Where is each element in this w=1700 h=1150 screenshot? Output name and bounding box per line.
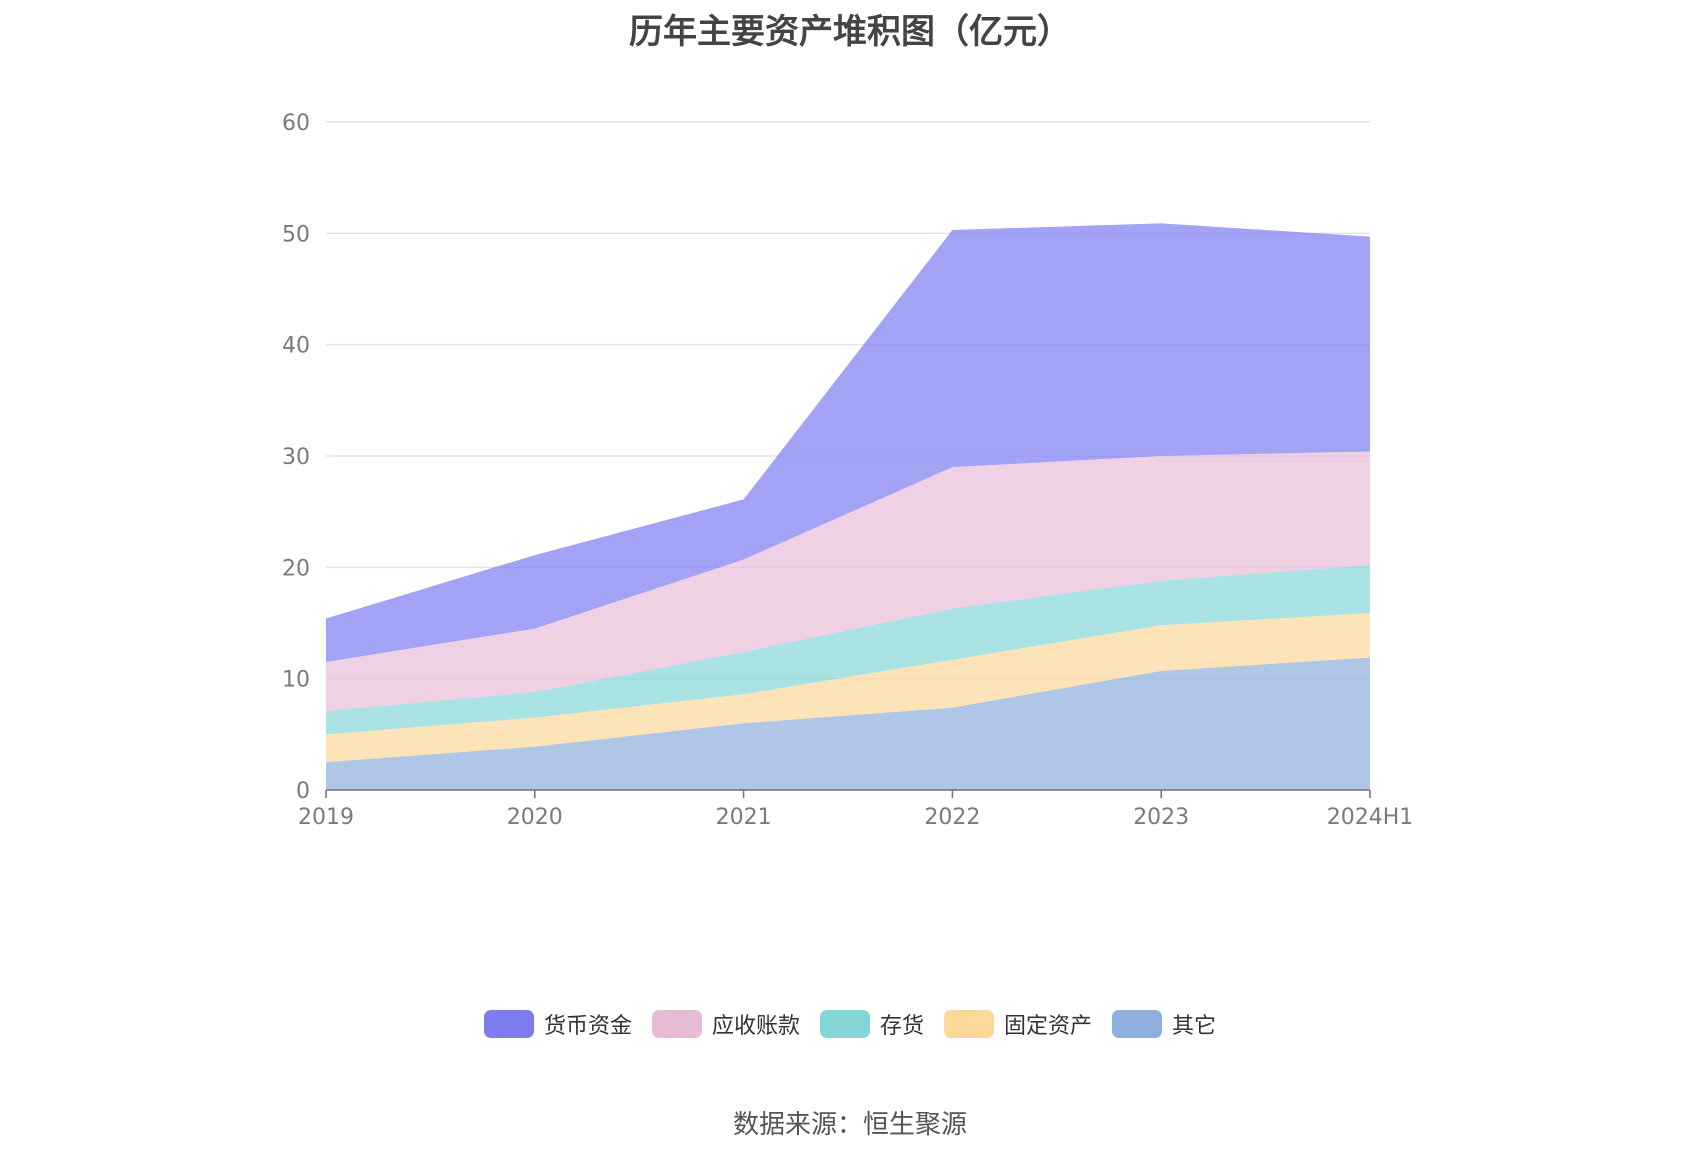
legend-label: 固定资产 bbox=[1004, 1014, 1093, 1039]
stacked-area-chart: 0 10 20 30 40 50 60 2019 2020 2021 2022 2023 2024H1 bbox=[282, 111, 1413, 830]
legend-item-2[interactable]: 存货 bbox=[819, 1008, 924, 1040]
legend-item-0[interactable]: 货币资金 bbox=[483, 1008, 632, 1040]
legend-item-1[interactable]: 应收账款 bbox=[651, 1008, 800, 1040]
area-series-3 bbox=[326, 451, 1370, 711]
legend-swatch bbox=[483, 1010, 534, 1038]
y-tick-label-60: 60 bbox=[282, 111, 310, 136]
x-tick-label-4: 2023 bbox=[1133, 805, 1189, 830]
legend-label: 货币资金 bbox=[543, 1014, 632, 1039]
x-tick-label-5: 2024H1 bbox=[1327, 805, 1414, 830]
x-tick-label-3: 2022 bbox=[924, 805, 980, 830]
legend-swatch bbox=[1112, 1010, 1163, 1038]
x-tick-label-0: 2019 bbox=[298, 805, 354, 830]
axes: 0 10 20 30 40 50 60 2019 2020 2021 2022 2023 2024H1 bbox=[282, 111, 1413, 830]
chart-title: 历年主要资产堆积图（亿元） bbox=[629, 12, 1071, 52]
legend: 货币资金 应收账款 存货 固定资产 其它 bbox=[0, 1008, 1700, 1040]
legend-label: 应收账款 bbox=[711, 1014, 800, 1039]
legend-item-4[interactable]: 其它 bbox=[1112, 1008, 1216, 1040]
y-tick-label-20: 20 bbox=[282, 556, 310, 581]
y-tick-label-30: 30 bbox=[282, 445, 310, 470]
legend-swatch bbox=[819, 1010, 870, 1038]
x-tick-label-2: 2021 bbox=[716, 805, 772, 830]
area-series-1 bbox=[326, 612, 1370, 763]
x-tick-label-1: 2020 bbox=[507, 805, 563, 830]
y-tick-label-40: 40 bbox=[282, 334, 310, 359]
legend-label: 其它 bbox=[1172, 1014, 1217, 1039]
data-source: 数据来源：恒生聚源 bbox=[732, 1110, 967, 1140]
area-series-4 bbox=[326, 223, 1370, 662]
y-tick-label-0: 0 bbox=[296, 779, 310, 804]
area-series-0 bbox=[326, 657, 1370, 790]
legend-swatch bbox=[651, 1010, 702, 1038]
legend-swatch bbox=[944, 1010, 994, 1038]
legend-label: 存货 bbox=[879, 1014, 924, 1039]
area-series-2 bbox=[326, 565, 1370, 735]
y-tick-label-10: 10 bbox=[282, 668, 310, 693]
area-series bbox=[326, 223, 1370, 790]
y-tick-label-50: 50 bbox=[282, 222, 310, 247]
legend-item-3[interactable]: 固定资产 bbox=[944, 1008, 1092, 1040]
